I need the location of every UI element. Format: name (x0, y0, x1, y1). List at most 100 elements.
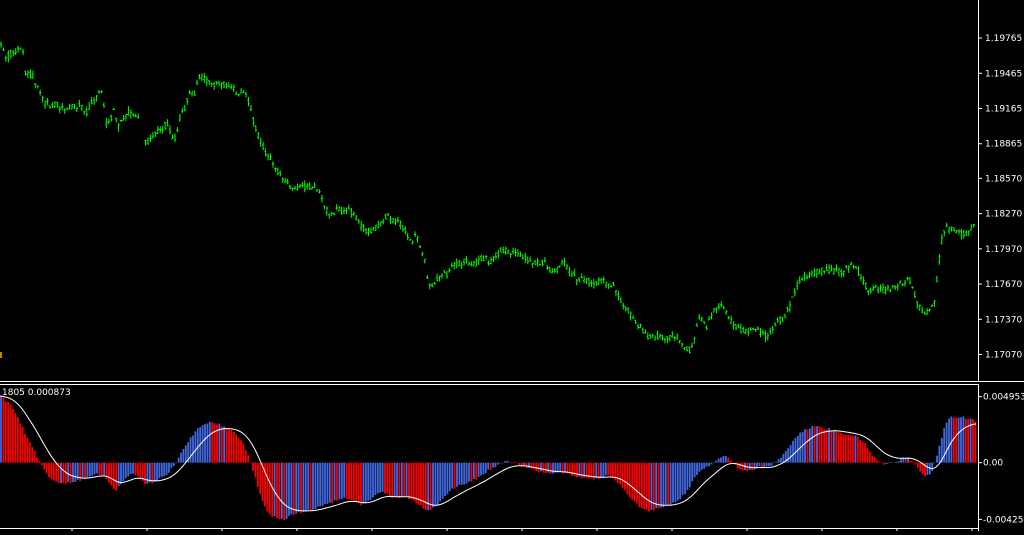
histogram-bar (396, 463, 398, 497)
histogram-bar (207, 423, 209, 462)
histogram-bar (790, 445, 792, 463)
histogram-bar (828, 428, 830, 463)
histogram-bar (694, 463, 696, 478)
histogram-bar (624, 463, 626, 490)
oscillator-tick-label: 0.004953 (983, 393, 1024, 403)
histogram-bar (737, 463, 739, 469)
histogram-bar (540, 463, 542, 472)
histogram-bar (931, 463, 933, 471)
histogram-bar (19, 423, 21, 462)
histogram-bar (574, 463, 576, 477)
oscillator-tick-label: 0.00 (983, 459, 1003, 469)
histogram-bar (838, 432, 840, 462)
histogram-bar (202, 425, 204, 463)
histogram-bar (504, 461, 506, 462)
histogram-bar (363, 463, 365, 504)
histogram-bar (334, 463, 336, 501)
histogram-bar (183, 449, 185, 463)
histogram-bar (403, 463, 405, 497)
histogram-bar (101, 463, 103, 476)
histogram-bar (634, 463, 636, 502)
histogram-bar (939, 446, 941, 463)
histogram-bar (82, 463, 84, 479)
histogram-bar (679, 463, 681, 500)
histogram-bar (951, 416, 953, 462)
price-tick-label: 1.17670 (985, 280, 1022, 290)
histogram-bar (283, 463, 285, 520)
histogram-bar (293, 463, 295, 515)
histogram-bar (346, 463, 348, 499)
histogram-bar (850, 435, 852, 463)
histogram-bar (691, 463, 693, 482)
histogram-bar (763, 463, 765, 467)
histogram-bar (847, 435, 849, 463)
histogram-bar (17, 417, 19, 463)
price-tick-label: 1.19465 (985, 69, 1022, 79)
histogram-bar (154, 463, 156, 482)
histogram-bar (958, 417, 960, 462)
histogram-bar (581, 463, 583, 479)
histogram-bar (355, 463, 357, 502)
histogram-bar (336, 463, 338, 501)
histogram-bar (382, 463, 384, 492)
histogram-bar (223, 426, 225, 462)
histogram-bar (857, 437, 859, 463)
histogram-bar (807, 430, 809, 463)
histogram-bar (137, 463, 139, 477)
histogram-bar (879, 462, 881, 463)
histogram-bar (12, 409, 14, 463)
histogram-bar (96, 463, 98, 474)
histogram-bar (823, 429, 825, 462)
histogram-bar (509, 462, 511, 463)
histogram-bar (329, 463, 331, 503)
histogram-bar (713, 463, 715, 464)
histogram-bar (682, 463, 684, 495)
histogram-bar (27, 438, 29, 463)
histogram-bar (43, 463, 45, 470)
histogram-bar (461, 463, 463, 485)
histogram-bar (543, 463, 545, 473)
histogram-bar (550, 463, 552, 474)
histogram-bar (111, 463, 113, 486)
histogram-bar (792, 441, 794, 463)
histogram-bar (742, 463, 744, 471)
histogram-bar (72, 463, 74, 482)
histogram-bar (99, 463, 101, 475)
histogram-bar (303, 463, 305, 512)
histogram-bar (209, 422, 211, 463)
histogram-bar (449, 463, 451, 491)
histogram-bar (197, 428, 199, 462)
histogram-bar (221, 426, 223, 462)
histogram-bar (10, 405, 12, 463)
histogram-bar (63, 463, 65, 484)
histogram-bar (773, 462, 775, 463)
histogram-bar (430, 463, 432, 511)
histogram-bar (495, 463, 497, 468)
histogram-bar (852, 436, 854, 463)
histogram-bar (161, 463, 163, 477)
histogram-bar (730, 460, 732, 463)
price-tick-label: 1.19165 (985, 105, 1022, 115)
histogram-bar (125, 463, 127, 479)
histogram-bar (475, 463, 477, 480)
histogram-bar (833, 430, 835, 463)
histogram-bar (394, 463, 396, 497)
histogram-bar (127, 463, 129, 477)
histogram-bar (862, 442, 864, 463)
histogram-bar (195, 431, 197, 462)
histogram-bar (367, 463, 369, 501)
histogram-bar (120, 463, 122, 485)
histogram-bar (725, 456, 727, 463)
histogram-bar (406, 463, 408, 496)
histogram-bar (627, 463, 629, 495)
histogram-bar (401, 463, 403, 497)
histogram-bar (372, 463, 374, 498)
histogram-bar (511, 463, 513, 464)
histogram-bar (418, 463, 420, 505)
histogram-bar (706, 463, 708, 467)
histogram-bar (259, 463, 261, 494)
histogram-bar (240, 440, 242, 462)
histogram-bar (173, 463, 175, 466)
